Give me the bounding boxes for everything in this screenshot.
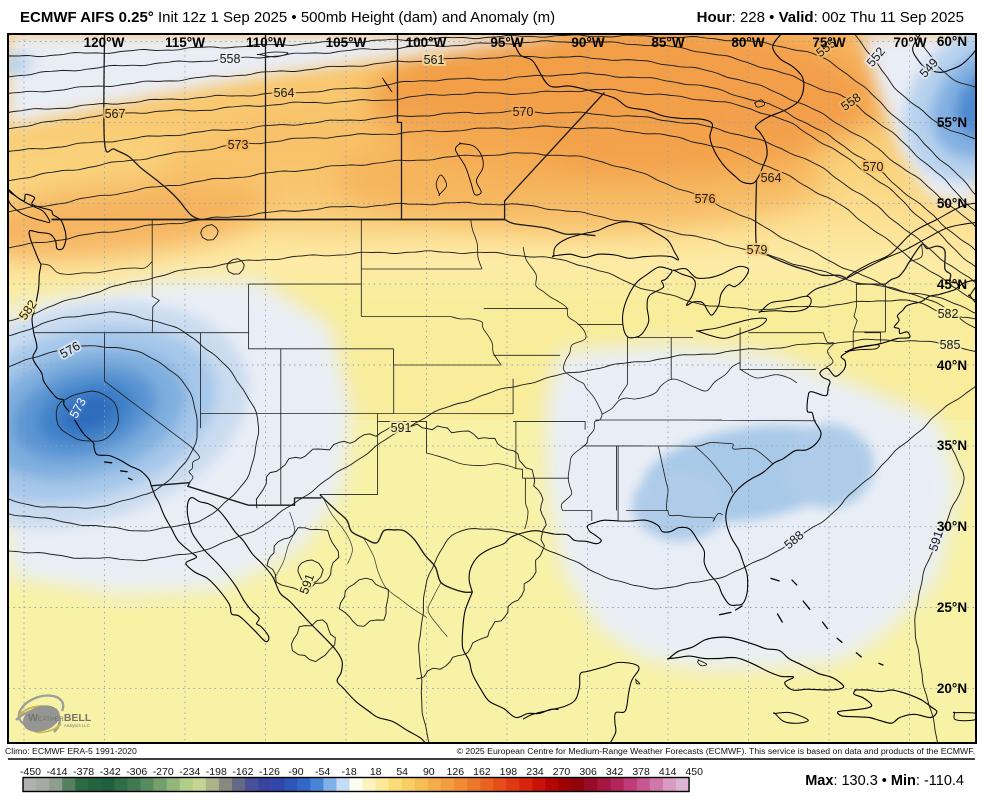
svg-text:30°N: 30°N	[937, 519, 967, 534]
svg-text:20°N: 20°N	[937, 681, 967, 696]
svg-text:-198: -198	[206, 766, 227, 778]
svg-text:-306: -306	[126, 766, 147, 778]
svg-text:45°N: 45°N	[937, 277, 967, 292]
svg-text:591: 591	[391, 421, 412, 435]
svg-text:564: 564	[274, 86, 295, 100]
svg-text:115°W: 115°W	[165, 35, 205, 50]
svg-text:110°W: 110°W	[246, 35, 286, 50]
svg-text:40°N: 40°N	[937, 358, 967, 373]
svg-text:450: 450	[685, 766, 703, 778]
svg-text:564: 564	[761, 171, 782, 185]
svg-text:126: 126	[447, 766, 465, 778]
svg-text:105°W: 105°W	[326, 35, 367, 50]
svg-text:570: 570	[513, 105, 534, 119]
svg-text:© 2025 European Centre for Med: © 2025 European Centre for Medium-Range …	[457, 746, 975, 756]
svg-text:-270: -270	[153, 766, 174, 778]
svg-text:-90: -90	[288, 766, 303, 778]
svg-text:18: 18	[370, 766, 382, 778]
svg-text:95°W: 95°W	[490, 35, 523, 50]
svg-text:55°N: 55°N	[937, 115, 967, 130]
svg-text:35°N: 35°N	[937, 438, 967, 453]
svg-text:378: 378	[632, 766, 650, 778]
svg-text:162: 162	[473, 766, 491, 778]
svg-text:54: 54	[396, 766, 408, 778]
svg-text:-54: -54	[315, 766, 330, 778]
svg-text:306: 306	[579, 766, 597, 778]
svg-text:-234: -234	[179, 766, 200, 778]
svg-text:120°W: 120°W	[84, 35, 125, 50]
svg-text:85°W: 85°W	[651, 35, 684, 50]
svg-text:-378: -378	[73, 766, 94, 778]
svg-text:WEATHERBELL: WEATHERBELL	[28, 712, 92, 724]
svg-text:-450: -450	[20, 766, 41, 778]
svg-text:75°W: 75°W	[812, 35, 845, 50]
svg-text:90°W: 90°W	[571, 35, 604, 50]
svg-text:Max: 130.3 • Min: -110.4: Max: 130.3 • Min: -110.4	[805, 773, 964, 789]
svg-text:80°W: 80°W	[731, 35, 764, 50]
svg-text:585: 585	[940, 338, 961, 352]
svg-text:-18: -18	[342, 766, 357, 778]
svg-text:576: 576	[695, 192, 716, 206]
svg-text:198: 198	[500, 766, 518, 778]
svg-text:579: 579	[747, 243, 768, 257]
svg-text:234: 234	[526, 766, 544, 778]
svg-text:414: 414	[659, 766, 677, 778]
svg-text:70°W: 70°W	[893, 35, 926, 50]
svg-text:270: 270	[553, 766, 571, 778]
svg-text:Hour: 228 • Valid: 00z Thu 11: Hour: 228 • Valid: 00z Thu 11 Sep 2025	[697, 9, 964, 26]
svg-text:-126: -126	[259, 766, 280, 778]
svg-text:90: 90	[423, 766, 435, 778]
svg-text:50°N: 50°N	[937, 196, 967, 211]
svg-text:-162: -162	[232, 766, 253, 778]
svg-text:342: 342	[606, 766, 624, 778]
svg-text:561: 561	[424, 53, 445, 67]
svg-text:558: 558	[220, 52, 241, 66]
svg-text:573: 573	[228, 138, 249, 152]
svg-text:570: 570	[863, 160, 884, 174]
svg-text:-342: -342	[100, 766, 121, 778]
svg-text:60°N: 60°N	[937, 34, 967, 49]
svg-text:567: 567	[105, 107, 126, 121]
svg-text:-414: -414	[46, 766, 67, 778]
svg-text:25°N: 25°N	[937, 600, 967, 615]
svg-text:ECMWF AIFS 0.25° Init 12z 1 Se: ECMWF AIFS 0.25° Init 12z 1 Sep 2025 • 5…	[20, 9, 555, 26]
svg-text:582: 582	[938, 307, 959, 321]
svg-text:100°W: 100°W	[406, 35, 447, 50]
svg-text:Climo: ECMWF ERA-5 1991-2020: Climo: ECMWF ERA-5 1991-2020	[5, 746, 137, 756]
svg-text:Analytics LLC: Analytics LLC	[64, 723, 90, 728]
